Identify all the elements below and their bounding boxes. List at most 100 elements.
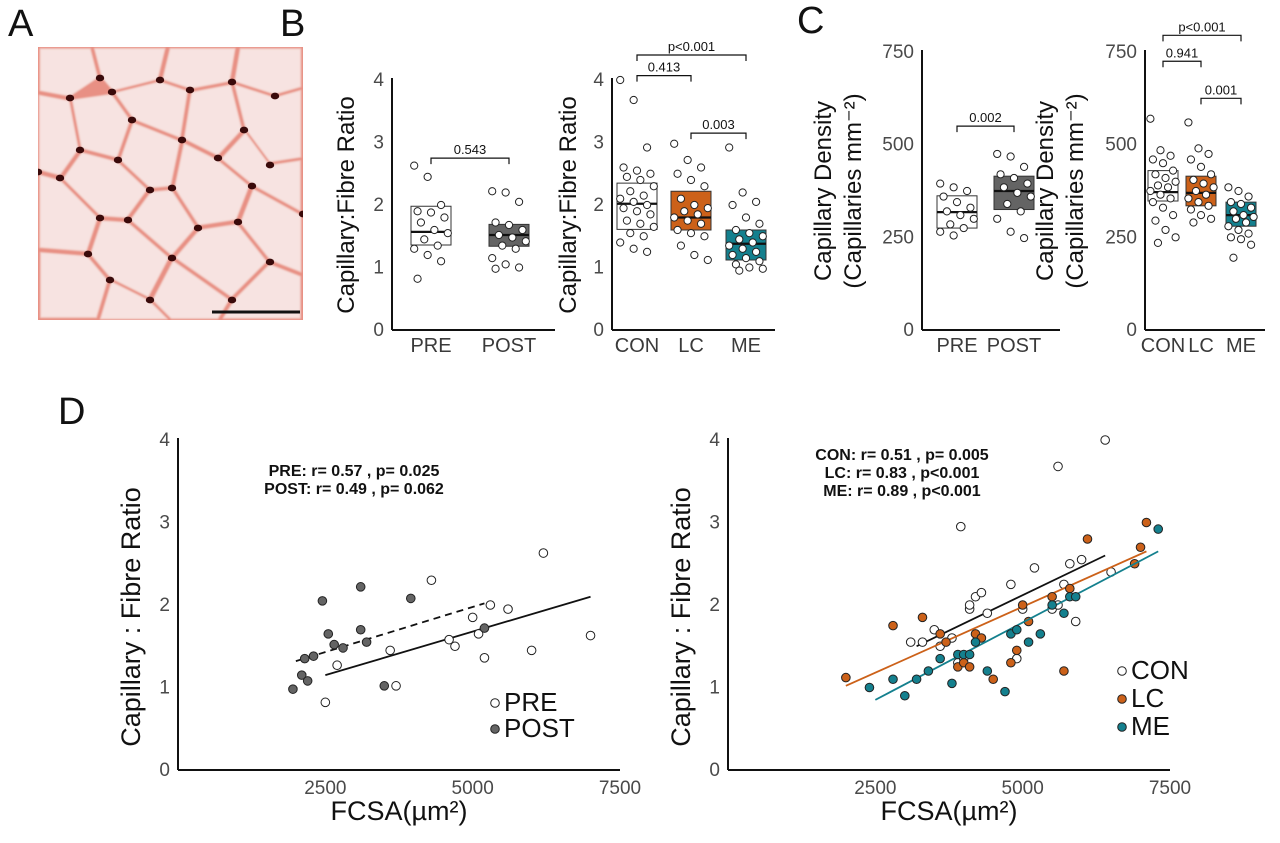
data-point-lc xyxy=(1191,186,1201,196)
data-point-post xyxy=(996,170,1005,179)
data-point-pre xyxy=(526,645,537,656)
data-point-con xyxy=(1166,151,1175,160)
data-point-me xyxy=(1059,608,1069,619)
comparison-bracket xyxy=(690,132,747,140)
data-point-pre xyxy=(936,227,945,236)
data-point-pre xyxy=(503,604,513,614)
data-point-pre xyxy=(956,210,965,220)
data-point-con xyxy=(1053,461,1063,472)
data-point-post xyxy=(355,624,366,635)
data-point-con xyxy=(629,95,638,105)
data-point-con xyxy=(1153,238,1163,247)
capillary xyxy=(227,78,237,86)
data-point-pre xyxy=(952,198,962,207)
data-point-lc xyxy=(683,155,692,165)
data-point-me xyxy=(738,244,747,253)
data-point-lc xyxy=(673,169,682,178)
data-point-post xyxy=(1006,227,1015,236)
data-point-me xyxy=(725,143,734,152)
data-point-me xyxy=(1249,212,1258,222)
capillary xyxy=(123,216,133,224)
legend-label: POST xyxy=(504,713,575,743)
data-point-post xyxy=(1026,192,1035,201)
data-point-con xyxy=(1070,616,1081,627)
data-point-me xyxy=(751,197,761,206)
y-tick-label: 0 xyxy=(1126,320,1137,341)
y-tick-label: 4 xyxy=(709,430,720,451)
capillary xyxy=(83,250,93,258)
data-point-me xyxy=(758,232,767,241)
capillary xyxy=(227,296,237,304)
data-point-lc xyxy=(1135,542,1146,553)
chart-b-left: 0 1 2 3 4 Capillary:Fibre Ratio PRE POST 0.543 xyxy=(333,70,555,357)
y-tick-label: 4 xyxy=(593,70,604,91)
data-point-pre xyxy=(426,575,437,586)
data-point-pre xyxy=(450,641,460,652)
muscle-fibre xyxy=(93,47,166,91)
data-point-con xyxy=(616,75,625,85)
data-point-lc xyxy=(1196,162,1206,172)
y-tick-label: 0 xyxy=(593,320,604,341)
correlation-stat: ME: r= 0.89 , p<0.001 xyxy=(823,483,981,500)
data-point-con xyxy=(642,200,652,210)
data-point-me xyxy=(970,637,981,647)
y-tick-label: 500 xyxy=(882,135,914,156)
data-point-me xyxy=(725,241,734,250)
x-tick-label: 5000 xyxy=(452,778,494,799)
data-point-me xyxy=(1224,183,1233,192)
y-tick-label: 1 xyxy=(159,678,170,699)
data-point-lc xyxy=(700,232,709,241)
data-point-me xyxy=(741,213,751,222)
comparison-bracket xyxy=(636,75,692,82)
data-point-me xyxy=(1226,233,1236,242)
y-tick-label: 1 xyxy=(593,258,604,279)
data-point-me xyxy=(1246,240,1256,249)
data-point-con xyxy=(626,229,635,238)
data-point-post xyxy=(1019,162,1029,172)
data-point-lc xyxy=(696,219,706,228)
data-point-con xyxy=(976,587,987,598)
data-point-me xyxy=(1231,214,1241,223)
comparison-p-value: 0.003 xyxy=(702,117,735,132)
data-point-pre xyxy=(479,653,490,663)
y-tick-label: 1 xyxy=(709,678,720,699)
data-point-me xyxy=(731,225,741,235)
capillary xyxy=(107,88,117,96)
data-point-lc xyxy=(1186,155,1196,164)
capillary xyxy=(167,254,177,262)
chart-c-right: 0 250 500 750 Capillary Density (Capillaries … xyxy=(1032,19,1265,357)
y-tick-label: 750 xyxy=(882,42,914,63)
legend-label: PRE xyxy=(504,687,557,717)
capillary xyxy=(177,136,187,144)
y-tick-label: 0 xyxy=(373,320,384,341)
muscle-fibres xyxy=(38,47,302,320)
data-point-me xyxy=(935,653,945,664)
data-point-me xyxy=(900,690,910,701)
data-point-post xyxy=(329,639,339,650)
y-tick-label: 250 xyxy=(882,227,914,248)
correlation-stat: PRE: r= 0.57 , p= 0.025 xyxy=(269,463,440,480)
data-point-post xyxy=(491,264,500,273)
y-tick-label: 3 xyxy=(593,133,604,154)
y-tick-label: 2 xyxy=(593,195,604,216)
data-point-con xyxy=(1171,233,1180,242)
data-point-pre xyxy=(936,179,945,188)
data-point-me xyxy=(1246,203,1256,212)
data-point-me xyxy=(1011,624,1022,635)
y-tick-label: 500 xyxy=(1105,135,1137,156)
data-point-con xyxy=(649,222,658,231)
y-tick-label: 0 xyxy=(709,760,720,781)
data-point-pre xyxy=(959,223,968,233)
y-tick-label: 3 xyxy=(159,513,170,534)
data-point-me xyxy=(947,678,957,689)
data-point-con xyxy=(955,521,966,532)
data-point-pre xyxy=(420,235,429,244)
data-point-con xyxy=(636,219,645,228)
x-tick-label: 2500 xyxy=(854,778,896,799)
histology-micrograph xyxy=(38,47,303,320)
y-tick-label: 0 xyxy=(159,760,170,781)
data-point-pre xyxy=(433,241,442,250)
data-point-me xyxy=(888,674,898,685)
data-point-lc xyxy=(676,194,686,203)
data-point-post xyxy=(1016,207,1025,216)
